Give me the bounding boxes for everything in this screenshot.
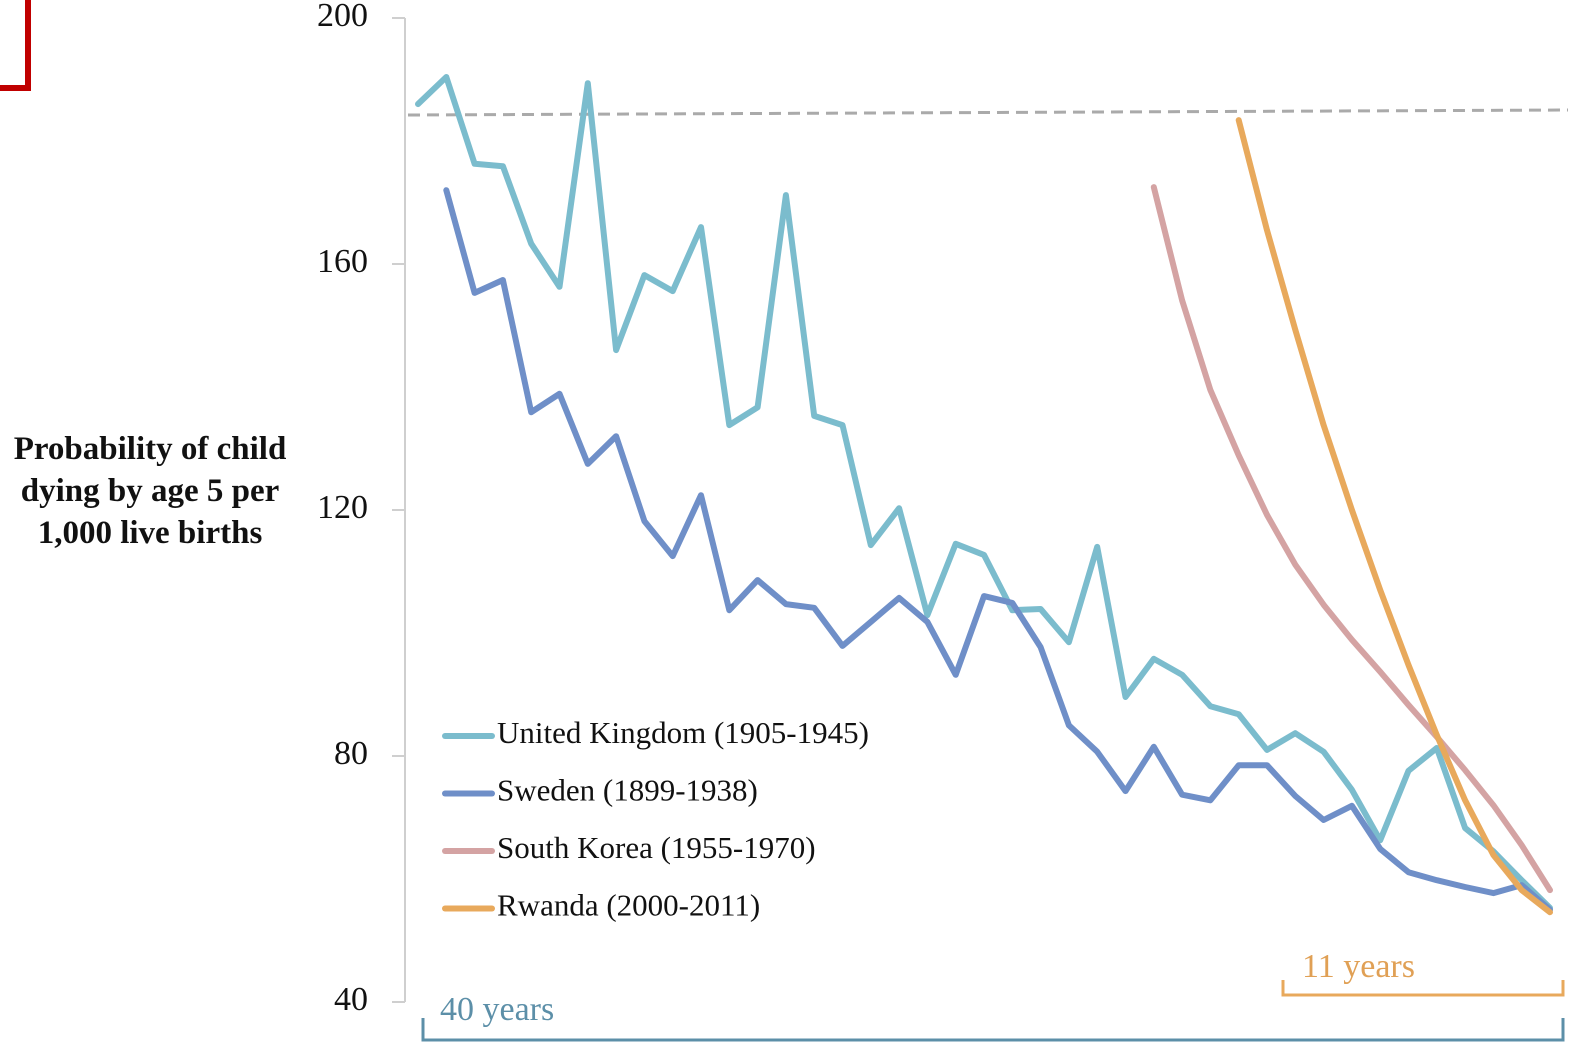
- y-tick-label: 40: [334, 981, 368, 1018]
- legend-label: United Kingdom (1905-1945): [497, 715, 869, 750]
- bracket-40: [421, 1018, 1565, 1042]
- series-line: [1235, 117, 1553, 916]
- y-tick-label: 200: [317, 0, 368, 34]
- y-axis-label: Probability of child dying by age 5 per …: [13, 431, 287, 551]
- annotation: 11 years: [1302, 948, 1415, 985]
- legend-label: Rwanda (2000-2011): [497, 888, 760, 923]
- annotation: 40 years: [440, 991, 554, 1028]
- bracket-11: [1281, 980, 1565, 997]
- series-line: [415, 74, 1553, 911]
- series-line: [443, 187, 1553, 913]
- legend-label: Sweden (1899-1938): [497, 773, 758, 808]
- reference-line: [407, 108, 1569, 117]
- legend-label: South Korea (1955-1970): [497, 830, 816, 865]
- series-line: [1150, 184, 1553, 894]
- frame-marker: [0, 0, 31, 91]
- y-tick-label: 80: [334, 735, 368, 772]
- y-tick-label: 160: [317, 243, 368, 280]
- y-tick-label: 120: [317, 489, 368, 526]
